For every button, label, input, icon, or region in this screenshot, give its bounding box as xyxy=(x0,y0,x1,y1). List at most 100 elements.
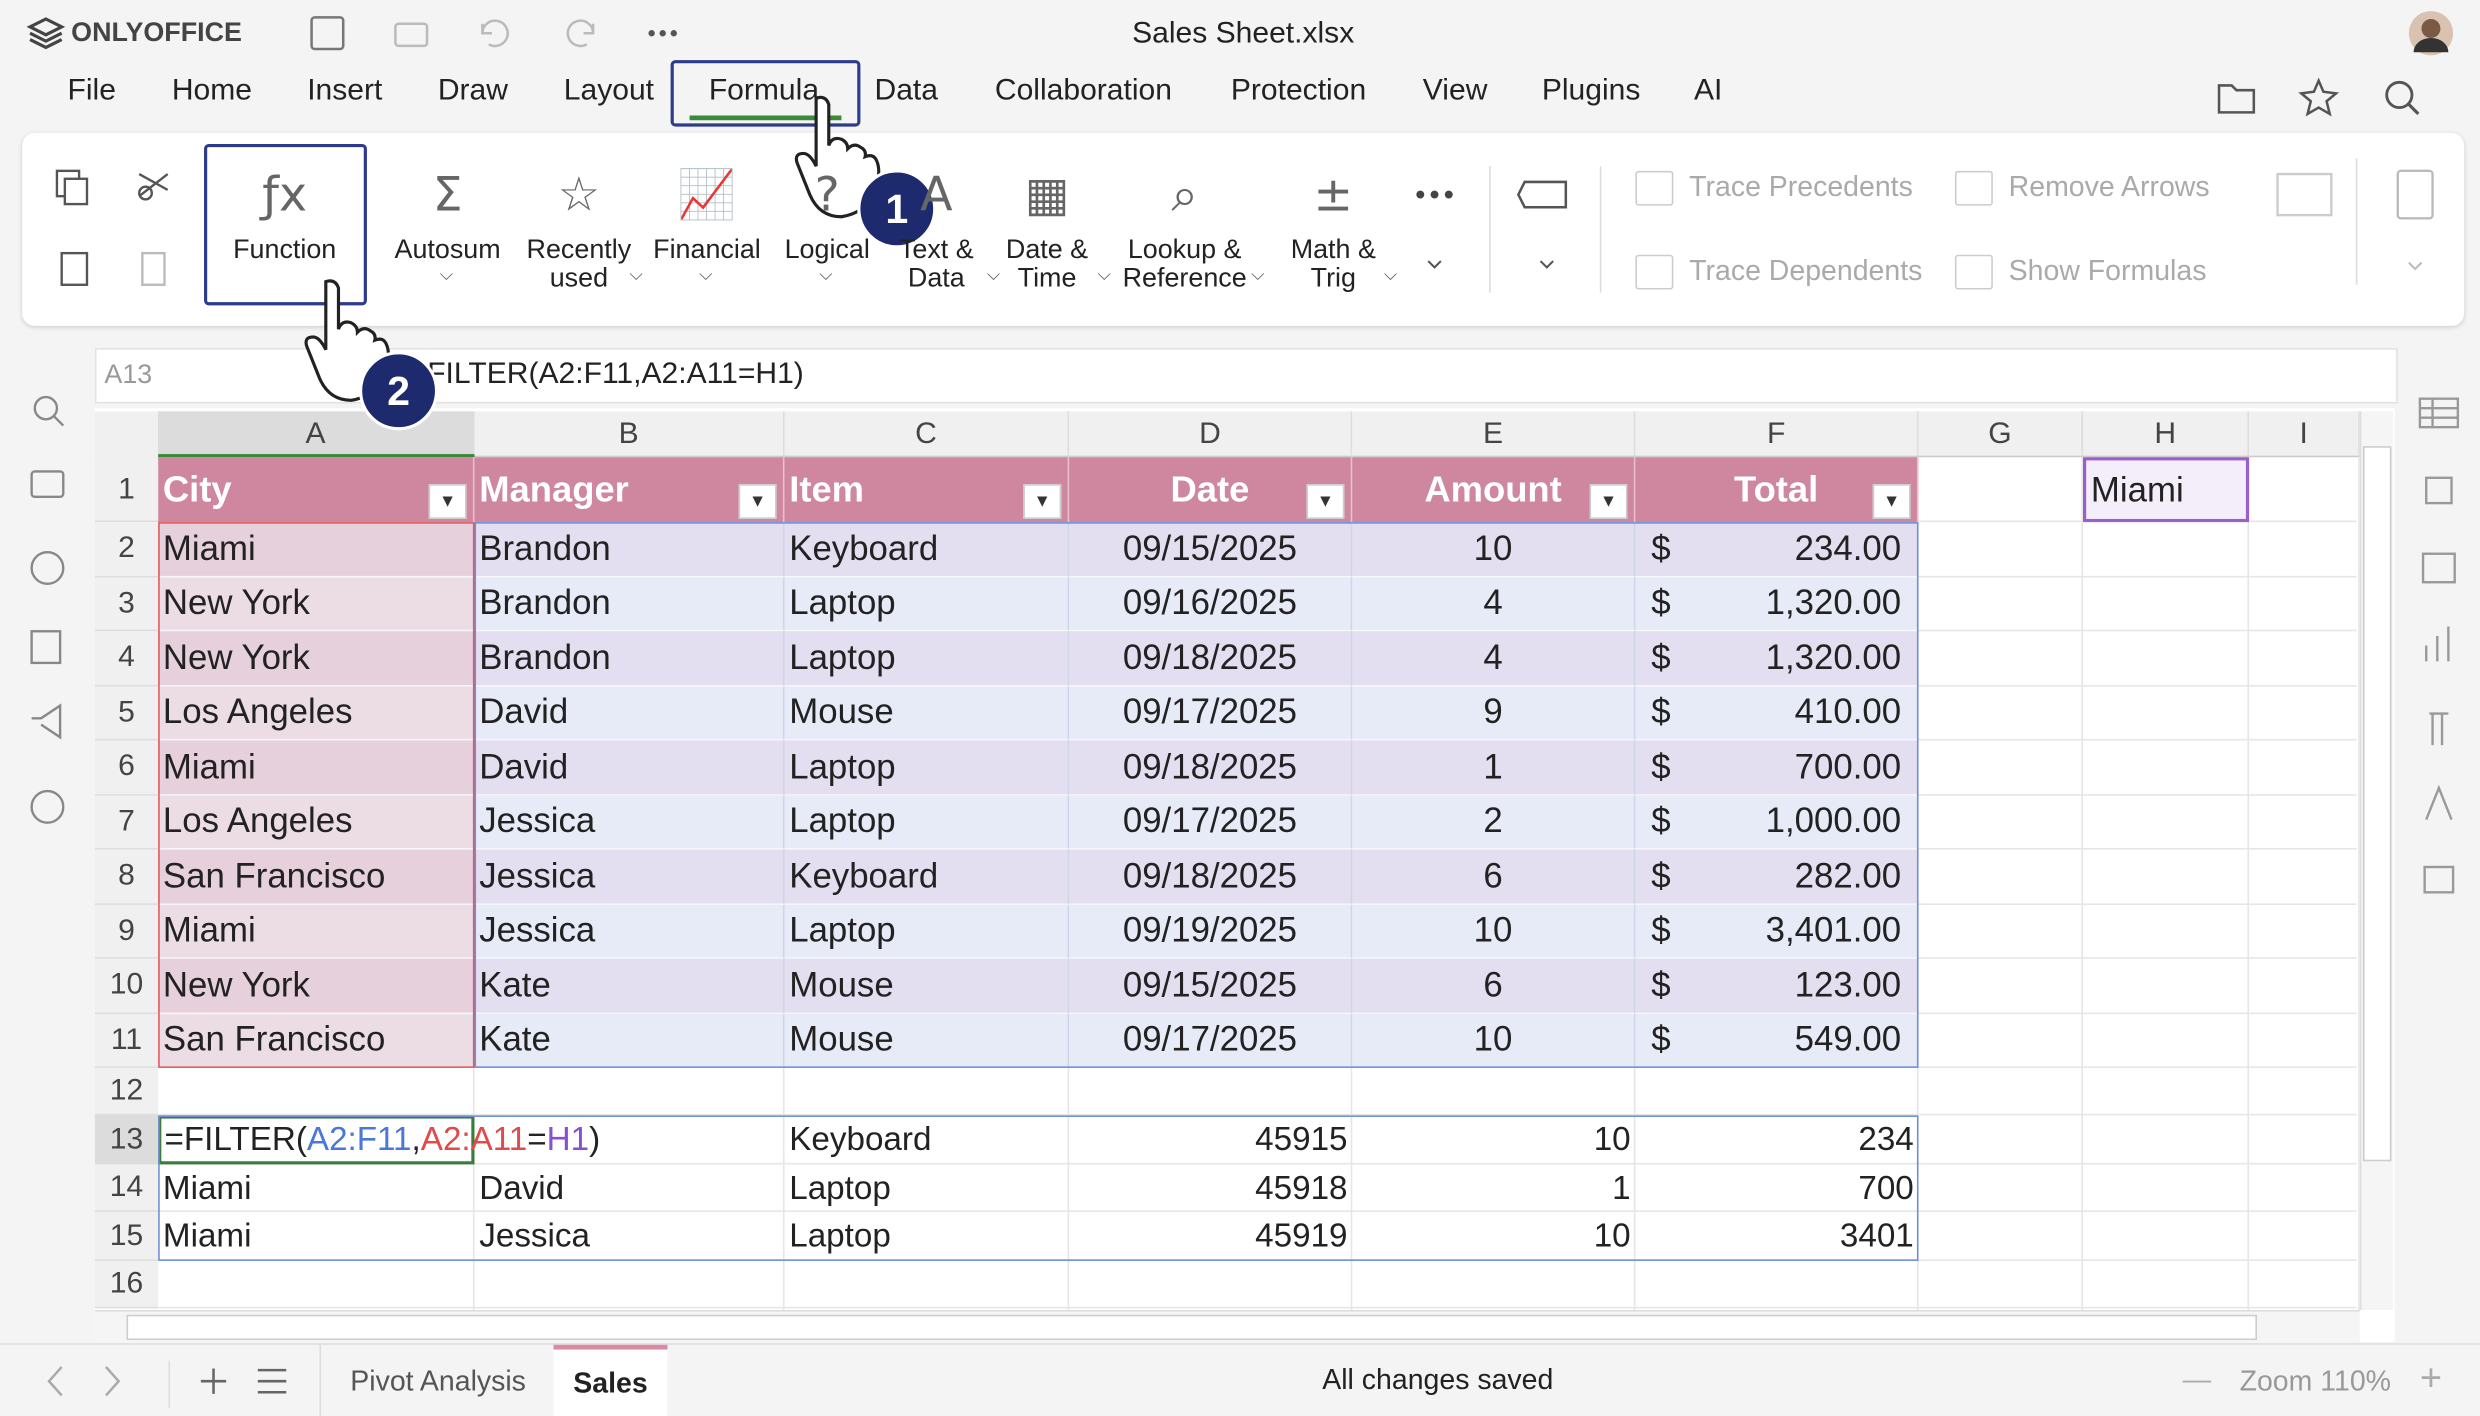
result-cell[interactable]: Miami xyxy=(162,1218,252,1255)
table-cell[interactable]: David xyxy=(474,685,785,741)
result-cell[interactable]: Jessica xyxy=(479,1218,590,1255)
table-cell[interactable]: 09/17/2025 xyxy=(1069,1013,1353,1068)
scroll-thumb[interactable] xyxy=(2362,446,2392,1162)
row-header[interactable]: 7 xyxy=(94,795,159,850)
filter-button[interactable]: ▼ xyxy=(738,484,777,519)
table-cell[interactable]: Laptop xyxy=(784,904,1070,959)
menu-tab[interactable]: Home xyxy=(171,74,253,108)
column-header[interactable]: B xyxy=(474,411,785,458)
table-cell[interactable]: 1,320.00 $ xyxy=(1635,631,1919,686)
table-cell[interactable]: Laptop xyxy=(784,631,1070,686)
row-header[interactable]: 3 xyxy=(94,576,159,632)
column-header[interactable]: E xyxy=(1352,411,1636,458)
row-header[interactable]: 8 xyxy=(94,849,159,905)
table-cell[interactable]: 2 xyxy=(1352,795,1636,850)
table-cell[interactable]: 09/18/2025 xyxy=(1069,849,1353,905)
row-header[interactable]: 2 xyxy=(94,522,159,577)
table-header[interactable]: Manager ▼ xyxy=(474,457,785,523)
row-header[interactable]: 15 xyxy=(94,1211,159,1261)
row-header[interactable]: 13 xyxy=(94,1115,159,1165)
row-header[interactable]: 10 xyxy=(94,958,159,1014)
result-cell[interactable]: Laptop xyxy=(789,1169,891,1207)
button-label[interactable]: used xyxy=(549,262,609,293)
button-label[interactable]: Reference xyxy=(1122,262,1247,293)
table-cell[interactable]: 3,401.00 $ xyxy=(1635,904,1919,959)
filter-button[interactable]: ▼ xyxy=(1306,484,1345,519)
table-cell[interactable]: New York xyxy=(158,631,475,686)
table-cell[interactable]: Mouse xyxy=(784,958,1070,1014)
filter-button[interactable]: ▼ xyxy=(1872,484,1911,519)
lookup-cell[interactable]: Miami xyxy=(2083,457,2250,523)
table-header[interactable]: City ▼ xyxy=(158,457,475,523)
menu-tab[interactable]: Plugins xyxy=(1541,74,1641,108)
result-cell[interactable]: 700 xyxy=(1858,1169,1914,1207)
menu-tab[interactable]: File xyxy=(67,74,116,108)
button-label[interactable]: Text & xyxy=(898,234,974,265)
menu-tab[interactable]: Collaboration xyxy=(994,74,1172,108)
table-cell[interactable]: San Francisco xyxy=(158,1013,475,1068)
result-cell[interactable]: 10 xyxy=(1593,1121,1631,1159)
filter-button[interactable]: ▼ xyxy=(1589,484,1628,519)
table-cell[interactable]: New York xyxy=(158,576,475,632)
table-cell[interactable]: 09/18/2025 xyxy=(1069,631,1353,686)
table-cell[interactable]: Miami xyxy=(158,522,475,577)
result-cell[interactable]: 1 xyxy=(1612,1169,1631,1207)
column-header[interactable]: G xyxy=(1918,411,2084,458)
table-cell[interactable]: Los Angeles xyxy=(158,795,475,850)
row-header[interactable]: 14 xyxy=(94,1164,159,1212)
table-header[interactable]: Total ▼ xyxy=(1635,457,1919,523)
table-cell[interactable]: 6 xyxy=(1352,958,1636,1014)
filter-button[interactable]: ▼ xyxy=(428,484,467,519)
result-cell[interactable]: 45918 xyxy=(1255,1169,1348,1207)
row-header[interactable]: 6 xyxy=(94,740,159,796)
table-cell[interactable]: Jessica xyxy=(474,795,785,850)
button-label[interactable]: Time xyxy=(1017,262,1077,293)
table-cell[interactable]: San Francisco xyxy=(158,849,475,905)
table-cell[interactable]: Kate xyxy=(474,958,785,1014)
button-label[interactable]: Lookup & xyxy=(1127,234,1242,265)
table-cell[interactable]: Los Angeles xyxy=(158,685,475,741)
avatar[interactable] xyxy=(2407,9,2454,56)
column-header[interactable]: F xyxy=(1635,411,1919,458)
table-header[interactable]: Amount ▼ xyxy=(1352,457,1636,523)
table-cell[interactable]: 282.00 $ xyxy=(1635,849,1919,905)
table-cell[interactable]: Mouse xyxy=(784,685,1070,741)
formula-cell[interactable]: =FILTER(A2:F11, A2:A11 = H1) xyxy=(158,1115,600,1165)
menu-tab[interactable]: View xyxy=(1422,74,1488,108)
column-header[interactable]: I xyxy=(2249,411,2360,458)
result-cell[interactable]: 10 xyxy=(1593,1218,1631,1255)
scroll-thumb[interactable] xyxy=(126,1314,2257,1341)
table-header[interactable]: Item ▼ xyxy=(784,457,1070,523)
row-header[interactable]: 5 xyxy=(94,685,159,741)
table-cell[interactable]: 1,320.00 $ xyxy=(1635,576,1919,632)
menu-tab[interactable]: Formula xyxy=(708,74,820,108)
table-cell[interactable]: Keyboard xyxy=(784,522,1070,577)
table-cell[interactable]: Laptop xyxy=(784,795,1070,850)
table-cell[interactable]: Jessica xyxy=(474,849,785,905)
row-header[interactable]: 12 xyxy=(94,1067,159,1116)
table-header[interactable]: Date ▼ xyxy=(1069,457,1353,523)
table-cell[interactable]: Kate xyxy=(474,1013,785,1068)
result-cell[interactable]: 234 xyxy=(1858,1121,1914,1159)
table-cell[interactable]: Brandon xyxy=(474,631,785,686)
column-header[interactable]: H xyxy=(2083,411,2250,458)
menu-tab[interactable]: Data xyxy=(874,74,939,108)
table-cell[interactable]: 09/19/2025 xyxy=(1069,904,1353,959)
result-cell[interactable]: Laptop xyxy=(789,1218,891,1255)
table-cell[interactable]: 410.00 $ xyxy=(1635,685,1919,741)
sheet-tab-active[interactable]: Sales xyxy=(553,1344,668,1416)
sheet-tab[interactable]: Pivot Analysis xyxy=(319,1344,557,1416)
table-cell[interactable]: Miami xyxy=(158,740,475,796)
menu-tab[interactable]: Protection xyxy=(1230,74,1367,108)
table-cell[interactable]: 234.00 $ xyxy=(1635,522,1919,577)
table-cell[interactable]: David xyxy=(474,740,785,796)
table-cell[interactable]: New York xyxy=(158,958,475,1014)
row-header[interactable]: 1 xyxy=(94,457,159,523)
button-label[interactable]: Trig xyxy=(1310,262,1356,293)
button-label[interactable]: Date & xyxy=(1005,234,1089,265)
menu-tab[interactable]: Draw xyxy=(437,74,508,108)
table-cell[interactable]: 1 xyxy=(1352,740,1636,796)
table-cell[interactable]: 700.00 $ xyxy=(1635,740,1919,796)
table-cell[interactable]: 4 xyxy=(1352,576,1636,632)
row-header[interactable]: 16 xyxy=(94,1260,159,1309)
